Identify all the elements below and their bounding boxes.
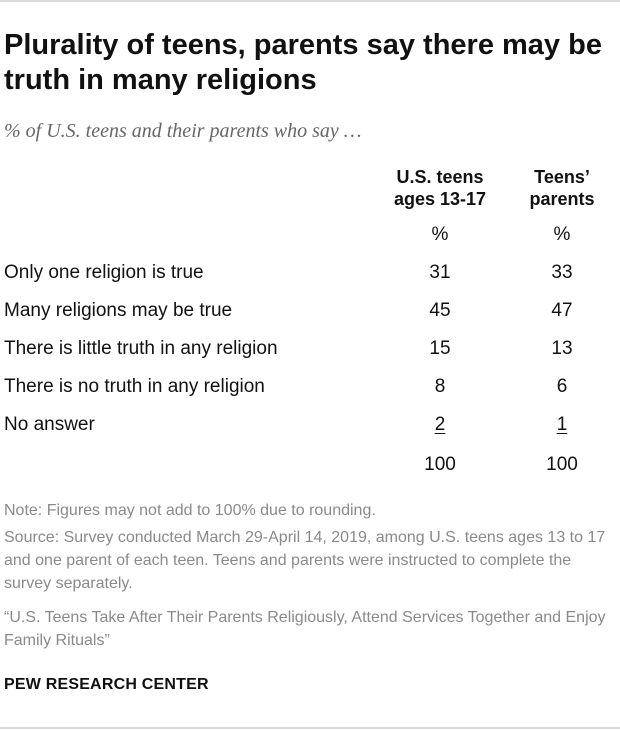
bottom-rule <box>0 727 620 729</box>
cell-teens: 15 <box>429 338 451 359</box>
unit-teens: % <box>431 224 449 245</box>
row-label: There is little truth in any religion <box>4 338 278 359</box>
row-label: No answer <box>4 414 95 435</box>
brand-logo-text: PEW RESEARCH CENTER <box>4 676 209 693</box>
cell-parents: 13 <box>551 338 573 359</box>
cell-teens: 8 <box>434 376 446 397</box>
total-teens: 100 <box>424 454 456 475</box>
column-header-parents: Teens’ parents <box>500 166 620 210</box>
cell-teens: 31 <box>429 262 451 283</box>
chart-title: Plurality of teens, parents say there ma… <box>4 29 602 96</box>
column-header-parents-line2: parents <box>529 189 595 209</box>
cell-teens: 45 <box>429 300 451 321</box>
row-label: Only one religion is true <box>4 262 204 283</box>
cell-teens: 2 <box>434 414 446 435</box>
column-header-teens-line1: U.S. teens <box>396 167 484 187</box>
note-text: Note: Figures may not add to 100% due to… <box>4 502 376 519</box>
cell-parents: 1 <box>556 414 568 435</box>
row-label: Many religions may be true <box>4 300 233 321</box>
chart-subtitle: % of U.S. teens and their parents who sa… <box>4 120 362 142</box>
column-header-parents-line1: Teens’ <box>534 167 590 187</box>
row-label: There is no truth in any religion <box>4 376 265 397</box>
cell-parents: 33 <box>551 262 573 283</box>
top-rule <box>0 0 620 2</box>
cell-parents: 6 <box>556 376 568 397</box>
column-header-teens-line2: ages 13-17 <box>393 189 487 209</box>
column-header-teens: U.S. teens ages 13-17 <box>372 166 508 210</box>
total-parents: 100 <box>546 454 578 475</box>
unit-parents: % <box>553 224 571 245</box>
source-text: Source: Survey conducted March 29-April … <box>4 529 606 592</box>
report-title: “U.S. Teens Take After Their Parents Rel… <box>4 609 606 649</box>
cell-parents: 47 <box>551 300 573 321</box>
